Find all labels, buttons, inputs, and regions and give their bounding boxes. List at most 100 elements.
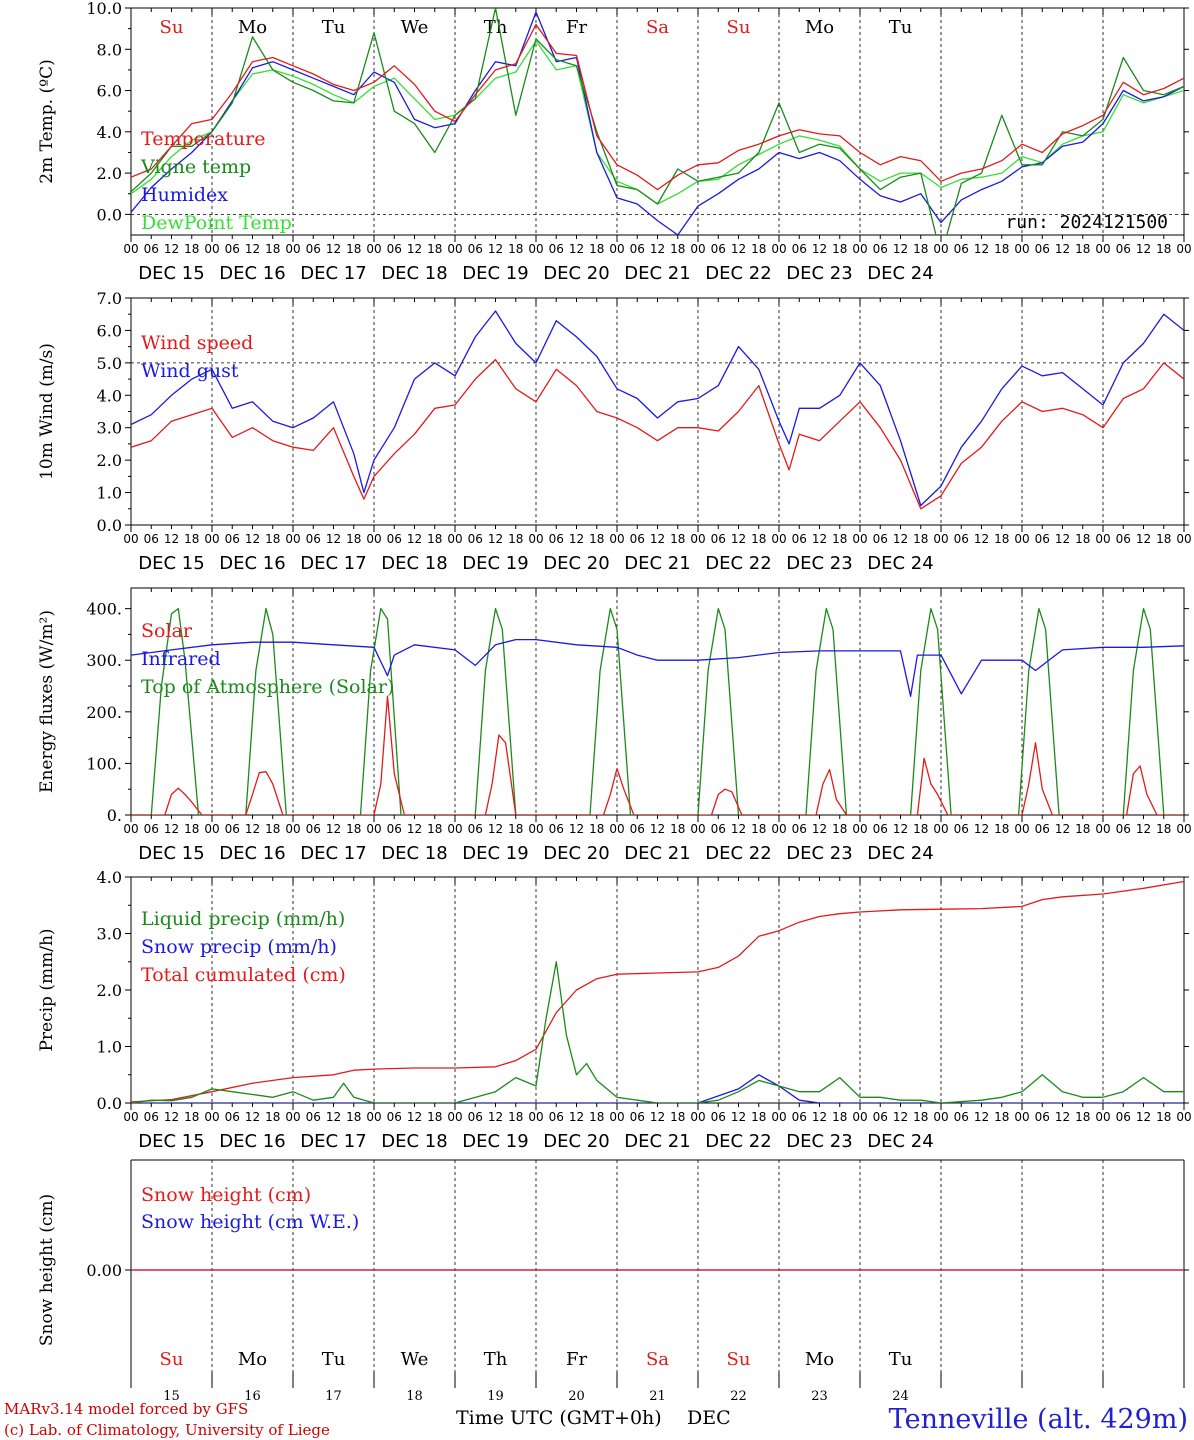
date-label: DEC 22: [705, 1131, 771, 1152]
hour-label: 06: [630, 242, 645, 256]
station-name: Tenneville (alt. 429m): [889, 1404, 1188, 1435]
weekday-label: Mo: [805, 1349, 834, 1370]
date-label: DEC 18: [381, 1131, 447, 1152]
legend-entry: Snow precip (mm/h): [141, 936, 337, 958]
hour-label: 12: [407, 1110, 422, 1124]
hour-label: 00: [852, 242, 867, 256]
hour-label: 12: [326, 1110, 341, 1124]
hour-label: 18: [670, 1110, 685, 1124]
hour-label: 12: [326, 242, 341, 256]
weekday-label: Tu: [322, 17, 346, 38]
date-label: DEC 16: [219, 843, 285, 864]
hour-label: 12: [731, 1110, 746, 1124]
weekday-label: Su: [727, 17, 751, 38]
hour-label: 12: [488, 242, 503, 256]
y-tick-label: 4.0: [97, 386, 122, 405]
hour-label: 18: [265, 532, 280, 546]
date-label: DEC 20: [543, 1131, 609, 1152]
hour-label: 00: [1014, 532, 1029, 546]
hour-label: 18: [589, 822, 604, 836]
hour-label: 18: [832, 532, 847, 546]
date-label: DEC 20: [543, 263, 609, 284]
hour-label: 06: [873, 242, 888, 256]
hour-label: 06: [954, 532, 969, 546]
legend-entry: Top of Atmosphere (Solar): [141, 676, 394, 698]
hour-label: 06: [630, 822, 645, 836]
hour-label: 12: [569, 822, 584, 836]
hour-label: 18: [589, 242, 604, 256]
y-tick-label: 10.0: [86, 0, 122, 18]
hour-label: 12: [893, 1110, 908, 1124]
day-number: 22: [730, 1389, 747, 1404]
y-tick-label: 4.0: [97, 123, 122, 142]
date-label: DEC 17: [300, 1131, 366, 1152]
hour-label: 00: [1176, 1110, 1191, 1124]
day-number: 17: [325, 1389, 342, 1404]
y-tick-label: 2.0: [97, 981, 122, 1000]
y-axis-label: Energy fluxes (W/m²): [37, 610, 57, 793]
copyright-credit: (c) Lab. of Climatology, University of L…: [4, 1421, 330, 1439]
hour-label: 00: [690, 532, 705, 546]
hour-label: 18: [508, 822, 523, 836]
hour-label: 06: [387, 1110, 402, 1124]
hour-label: 12: [812, 242, 827, 256]
date-label: DEC 15: [138, 1131, 204, 1152]
hour-label: 18: [670, 822, 685, 836]
hour-label: 12: [731, 532, 746, 546]
legend-entry: Vigne temp: [140, 156, 251, 178]
hour-label: 12: [1055, 1110, 1070, 1124]
hour-label: 00: [1176, 532, 1191, 546]
date-label: DEC 19: [462, 843, 528, 864]
month-label: DEC: [687, 1407, 731, 1429]
hour-label: 00: [285, 532, 300, 546]
hour-label: 00: [1176, 822, 1191, 836]
weekday-label: Mo: [238, 1349, 267, 1370]
date-label: DEC 16: [219, 553, 285, 574]
series-humidex: [131, 11, 1184, 235]
weekday-label: Mo: [805, 17, 834, 38]
hour-label: 00: [933, 242, 948, 256]
hour-label: 12: [245, 532, 260, 546]
hour-label: 00: [123, 242, 138, 256]
hour-label: 00: [609, 1110, 624, 1124]
hour-label: 06: [468, 242, 483, 256]
y-tick-label: 0.0: [97, 1094, 122, 1113]
hour-label: 06: [1035, 532, 1050, 546]
weekday-label: Su: [160, 1349, 184, 1370]
y-tick-label: 0.00: [86, 1261, 122, 1280]
hour-label: 18: [589, 1110, 604, 1124]
hour-label: 06: [711, 532, 726, 546]
hour-label: 06: [1116, 822, 1131, 836]
y-tick-label: 400.: [86, 600, 122, 619]
hour-label: 06: [1116, 1110, 1131, 1124]
hour-label: 12: [812, 532, 827, 546]
hour-label: 00: [771, 242, 786, 256]
hour-label: 18: [1156, 1110, 1171, 1124]
hour-label: 12: [407, 822, 422, 836]
date-label: DEC 19: [462, 263, 528, 284]
hour-label: 00: [366, 242, 381, 256]
hour-label: 12: [245, 822, 260, 836]
y-tick-label: 0.0: [97, 516, 122, 535]
hour-label: 06: [711, 822, 726, 836]
hour-label: 18: [994, 822, 1009, 836]
hour-label: 12: [488, 822, 503, 836]
hour-label: 18: [427, 1110, 442, 1124]
hour-label: 06: [306, 822, 321, 836]
hour-label: 12: [1055, 532, 1070, 546]
hour-label: 00: [285, 822, 300, 836]
series-wind-speed: [131, 358, 1184, 510]
hour-label: 12: [650, 1110, 665, 1124]
hour-label: 00: [690, 822, 705, 836]
hour-label: 00: [123, 1110, 138, 1124]
hour-label: 00: [204, 532, 219, 546]
hour-label: 00: [1176, 242, 1191, 256]
weekday-label: Su: [727, 1349, 751, 1370]
y-tick-label: 7.0: [97, 289, 122, 308]
day-number: 23: [811, 1389, 828, 1404]
panel-wind: 0.0 1.0 2.0 3.0 4.0 5.0 6.0 7.0 10m Wind (m/s) 00…: [37, 289, 1192, 574]
hour-label: 00: [123, 532, 138, 546]
series-infrared: [131, 638, 1184, 697]
hour-label: 12: [164, 822, 179, 836]
hour-label: 06: [225, 242, 240, 256]
